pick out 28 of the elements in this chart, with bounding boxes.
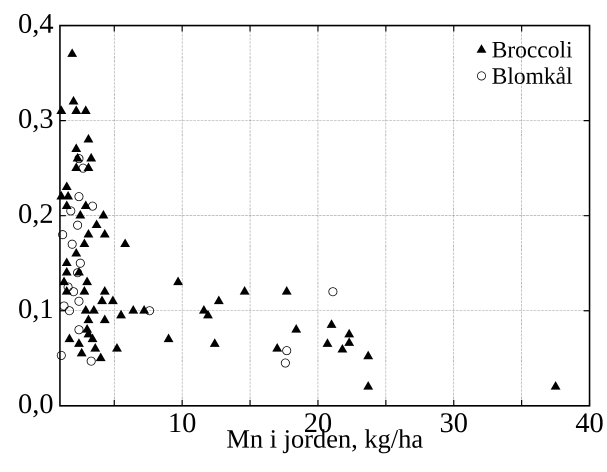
- point: [328, 287, 338, 296]
- point: [74, 296, 84, 306]
- legend-label: Broccoli: [492, 41, 572, 58]
- point: [282, 346, 292, 356]
- y-tick-label: 0,3: [19, 109, 52, 132]
- y-tick-label: 0,4: [19, 14, 54, 38]
- point: [66, 206, 76, 216]
- x-tick-label: 30: [440, 413, 467, 433]
- point: [88, 202, 98, 211]
- point: [68, 240, 77, 249]
- point: [86, 356, 96, 366]
- y-tick-label: 0,0: [19, 394, 52, 418]
- y-tick-label: 0,1: [19, 299, 52, 323]
- point: [280, 358, 290, 368]
- point: [56, 351, 66, 360]
- x-tick-label: 10: [170, 413, 196, 433]
- point: [76, 258, 85, 268]
- point: [58, 230, 68, 240]
- point: [59, 302, 69, 311]
- y-tick-label: 0,2: [19, 204, 52, 228]
- point: [64, 282, 73, 292]
- point: [74, 192, 84, 202]
- point: [74, 325, 84, 334]
- point: [64, 306, 74, 316]
- point: [73, 220, 82, 230]
- point: [69, 287, 78, 296]
- x-tick-label: 40: [576, 413, 603, 433]
- legend-label: Blomkål: [492, 66, 572, 84]
